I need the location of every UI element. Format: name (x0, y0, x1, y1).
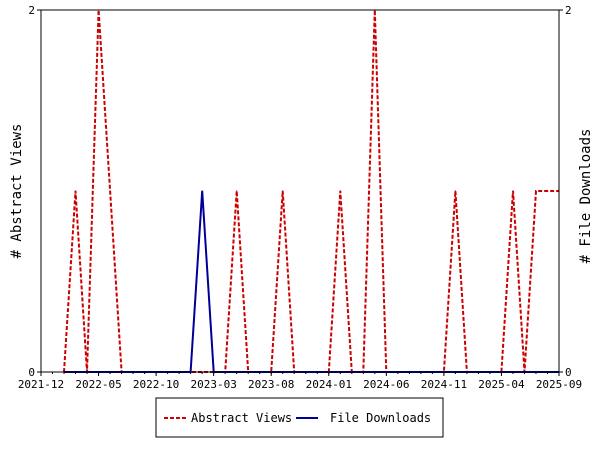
x-tick-label: 2024-06 (363, 378, 409, 391)
y-right-tick-label: 2 (565, 4, 572, 17)
x-tick-label: 2022-05 (75, 378, 121, 391)
y-axis-right-title: # File Downloads (578, 129, 594, 264)
data-point (535, 190, 537, 192)
data-point (454, 190, 456, 192)
y-axis-left: 02 (28, 4, 41, 379)
data-point (546, 190, 549, 192)
x-tick-label: 2025-09 (536, 378, 582, 391)
data-point (74, 190, 77, 192)
y-left-tick-label: 2 (28, 4, 35, 17)
x-tick-label: 2021-12 (18, 378, 64, 391)
y-axis-left-title: # Abstract Views (9, 124, 25, 259)
x-tick-label: 2023-08 (248, 378, 294, 391)
x-tick-label: 2023-03 (190, 378, 236, 391)
x-tick-label: 2022-10 (133, 378, 179, 391)
legend-label-abstract-views: Abstract Views (191, 411, 292, 425)
data-point (201, 190, 203, 192)
legend-label-file-downloads: File Downloads (330, 411, 431, 425)
data-point (282, 190, 284, 192)
x-tick-label: 2024-01 (306, 378, 352, 391)
y-axis-right: 02 (559, 4, 572, 379)
legend-box (155, 397, 444, 438)
x-axis: 2021-12 2022-05 2022-10 2023-03 2023-08 2024-… (18, 372, 582, 391)
x-tick-label: 2025-04 (478, 378, 525, 391)
plot-frame (40, 9, 560, 373)
data-point (512, 190, 514, 192)
x-tick-label: 2024-11 (421, 378, 467, 391)
y-left-tick-label: 0 (28, 366, 35, 379)
data-point (109, 190, 111, 192)
y-right-tick-label: 0 (565, 366, 572, 379)
legend: Abstract Views File Downloads (155, 397, 444, 438)
data-point (236, 190, 238, 192)
data-point (339, 190, 341, 192)
